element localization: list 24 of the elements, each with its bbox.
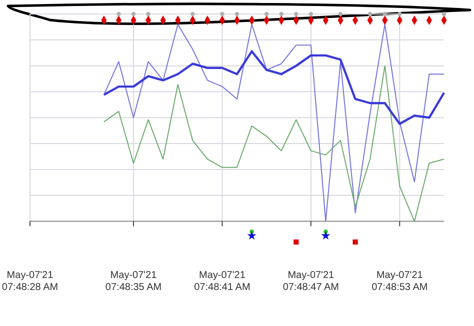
- x-tick-label: May-07'21 07:48:35 AM: [105, 270, 162, 293]
- point: [442, 12, 446, 16]
- point: [398, 12, 402, 16]
- x-tick-label: May-07'21 07:48:47 AM: [282, 270, 340, 293]
- point: [190, 12, 195, 16]
- point: [352, 239, 358, 245]
- point: [264, 12, 269, 16]
- point: [146, 12, 150, 16]
- x-tick-label: May-07'21 07:48:41 AM: [194, 270, 250, 293]
- point: [382, 12, 387, 16]
- point: [247, 230, 256, 240]
- point: [368, 12, 372, 16]
- point: [234, 12, 240, 16]
- x-tick-label: May-07'21 07:48:28 AM: [2, 270, 58, 293]
- point: [116, 12, 121, 16]
- x-tick-label: May-07'21 07:48:53 AM: [372, 270, 428, 293]
- point: [131, 12, 136, 16]
- point: [279, 12, 284, 16]
- point: [321, 230, 330, 240]
- point: [338, 12, 343, 16]
- point: [308, 12, 314, 16]
- point: [294, 239, 299, 245]
- point: [294, 12, 298, 16]
- point: [220, 12, 224, 16]
